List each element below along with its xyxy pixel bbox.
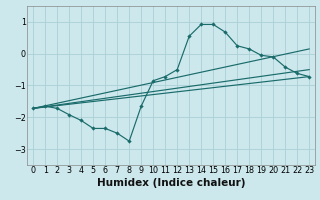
X-axis label: Humidex (Indice chaleur): Humidex (Indice chaleur) [97, 178, 245, 188]
